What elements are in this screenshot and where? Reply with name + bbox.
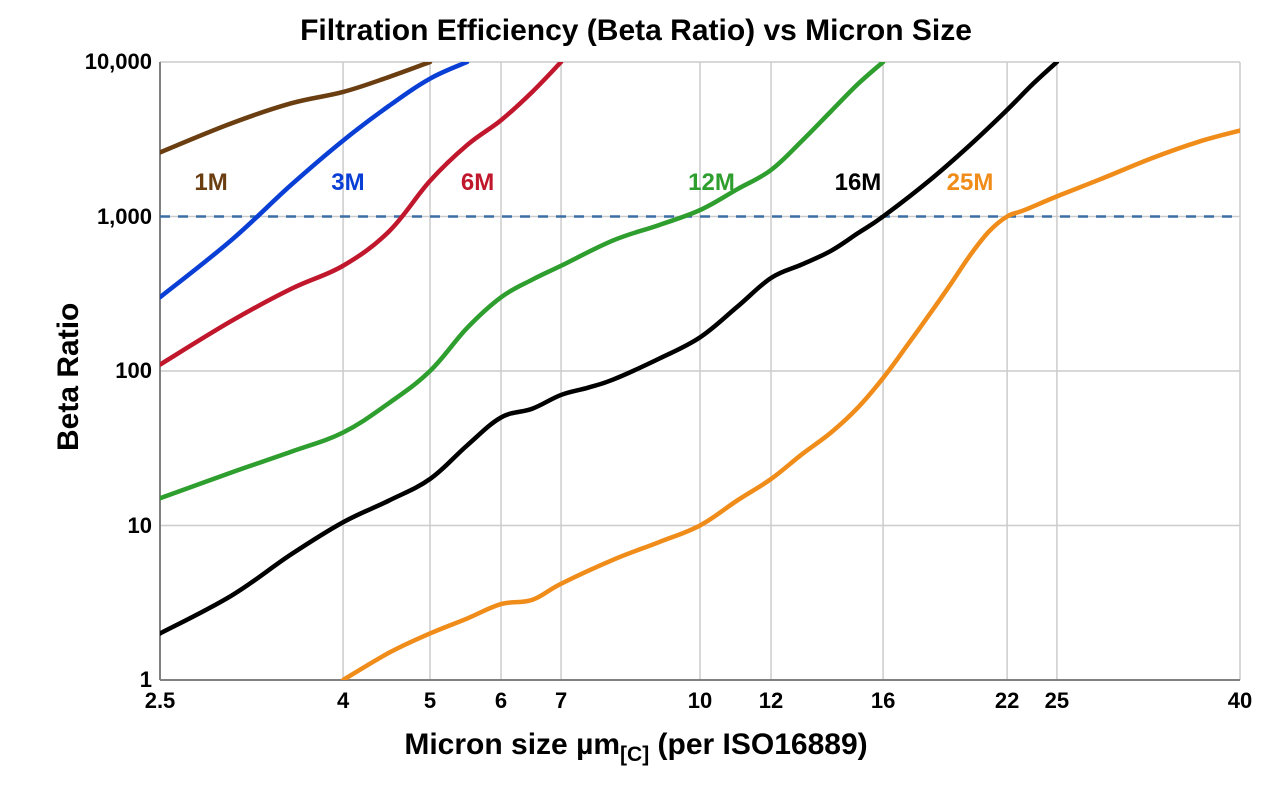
x-tick-label: 22 bbox=[995, 688, 1019, 714]
x-tick-label: 40 bbox=[1228, 688, 1252, 714]
y-tick-label: 10 bbox=[128, 513, 152, 539]
series-label-25m: 25M bbox=[947, 169, 994, 197]
series-label-16m: 16M bbox=[835, 169, 882, 197]
series-line-12m bbox=[160, 62, 883, 498]
series-label-1m: 1M bbox=[194, 169, 227, 197]
x-tick-label: 10 bbox=[688, 688, 712, 714]
series-label-6m: 6M bbox=[461, 169, 494, 197]
y-tick-label: 1 bbox=[140, 667, 152, 693]
x-tick-label: 25 bbox=[1045, 688, 1069, 714]
series-line-25m bbox=[343, 131, 1240, 680]
x-tick-label: 5 bbox=[424, 688, 436, 714]
x-tick-label: 16 bbox=[871, 688, 895, 714]
y-tick-label: 1,000 bbox=[97, 204, 152, 230]
y-tick-label: 10,000 bbox=[85, 49, 152, 75]
x-tick-label: 7 bbox=[555, 688, 567, 714]
chart-container: Filtration Efficiency (Beta Ratio) vs Mi… bbox=[0, 0, 1272, 790]
series-line-16m bbox=[160, 62, 1057, 633]
y-tick-label: 100 bbox=[115, 358, 152, 384]
series-label-12m: 12M bbox=[688, 169, 735, 197]
chart-plot-area bbox=[0, 0, 1272, 790]
x-tick-label: 6 bbox=[495, 688, 507, 714]
x-tick-label: 4 bbox=[337, 688, 349, 714]
x-tick-label: 12 bbox=[759, 688, 783, 714]
series-label-3m: 3M bbox=[331, 169, 364, 197]
